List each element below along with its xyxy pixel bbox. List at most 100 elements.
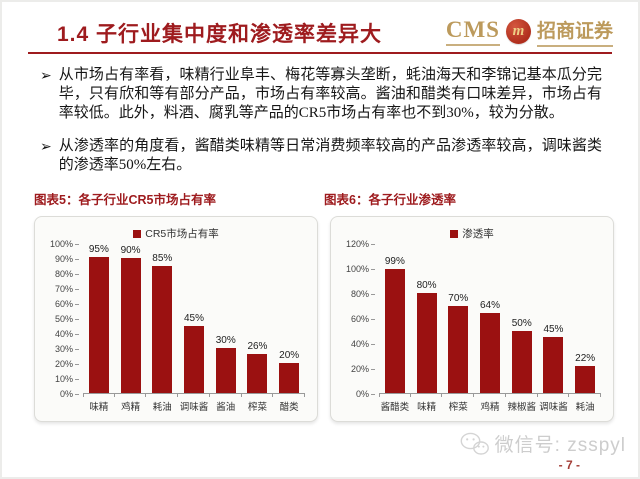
y-tick-label: 10%: [54, 374, 73, 384]
y-axis-tick: 60%: [55, 299, 79, 309]
y-tick-mark: [371, 293, 375, 295]
cms-logo: CMS m 招商证券: [445, 16, 613, 47]
bars-area: 99% 80% 70% 64% 50% 45% 22%: [379, 244, 601, 397]
bar: 50%: [506, 244, 538, 397]
y-axis: 120% 100% 80% 60% 40% 20% 0%: [341, 239, 375, 399]
bar-value-label: 30%: [215, 335, 236, 346]
bullet-item: ➢ 从市场占有率看，味精行业阜丰、梅花等寡头垄断，蚝油海天和李锦记基本瓜分完毕，…: [40, 66, 602, 123]
bar: 20%: [273, 244, 305, 397]
y-tick-label: 70%: [54, 284, 73, 294]
y-tick-label: 90%: [54, 254, 73, 264]
bar: 30%: [210, 244, 242, 397]
bar: 26%: [242, 244, 274, 397]
bar-rect: [575, 365, 596, 393]
bullet-item: ➢ 从渗透率的角度看，酱醋类味精等日常消费频率较高的产品渗透率较高，调味酱类的渗…: [40, 137, 602, 175]
watermark-text: 微信号: zsspyl: [494, 435, 626, 456]
y-tick-label: 80%: [54, 269, 73, 279]
bar-rect: [543, 336, 564, 393]
y-tick-mark: [75, 318, 79, 320]
y-tick-mark: [75, 288, 79, 290]
bars-area: 95% 90% 85% 45% 30% 26% 20%: [83, 244, 305, 397]
bar: 70%: [442, 244, 474, 397]
y-tick-mark: [75, 378, 79, 380]
chart-cr5-market-share: CR5市场占有率 100% 90% 80% 70% 60% 50% 40% 30% 20% 10%…: [34, 216, 318, 422]
bar: 45%: [178, 244, 210, 397]
header: 1.4 子行业集中度和渗透率差异大 CMS m 招商证券: [2, 16, 638, 50]
bar: 85%: [146, 244, 178, 397]
y-axis-tick: 20%: [351, 364, 375, 374]
bar-value-label: 22%: [575, 352, 596, 364]
bar: 95%: [83, 244, 115, 397]
x-axis-label: 耗油: [575, 402, 595, 413]
x-axis-label: 味精: [417, 402, 437, 413]
bar-value-label: 45%: [184, 312, 205, 324]
y-axis-tick: 40%: [351, 339, 375, 349]
bar-value-label: 64%: [480, 300, 501, 311]
wechat-watermark: 微信号: zsspyl: [459, 430, 626, 457]
bar: 22%: [569, 244, 601, 397]
y-tick-mark: [75, 393, 79, 395]
x-axis-label: 调味酱: [539, 402, 568, 413]
y-axis-tick: 20%: [55, 359, 79, 369]
x-axis-labels: 味精 鸡精 耗油 调味酱 酱油 榨菜 醋类: [83, 399, 305, 413]
bar-value-label: 20%: [279, 350, 300, 361]
x-axis-labels: 酱醋类 味精 榨菜 鸡精 辣椒酱 调味酱 耗油: [379, 399, 601, 413]
cms-monogram: m: [512, 23, 525, 39]
y-tick-mark: [75, 333, 79, 335]
y-axis-tick: 100%: [346, 264, 375, 274]
x-axis-label: 鸡精: [121, 402, 141, 413]
y-axis: 100% 90% 80% 70% 60% 50% 40% 30% 20% 10% 0%: [45, 239, 79, 399]
x-axis-label: 调味酱: [179, 402, 209, 413]
x-axis-label: 辣椒酱: [507, 402, 536, 413]
chart-penetration-rate: 渗透率 120% 100% 80% 60% 40% 20% 0% 99% 80% 70% 64% 5…: [330, 216, 614, 422]
chart-caption-penetration: 图表6：各子行业渗透率: [324, 193, 456, 207]
y-axis-tick: 0%: [60, 389, 79, 399]
bar-value-label: 85%: [152, 252, 173, 264]
y-tick-label: 80%: [350, 289, 369, 299]
charts-row: CR5市场占有率 100% 90% 80% 70% 60% 50% 40% 30% 20% 10%…: [34, 216, 614, 422]
x-axis-label: 鸡精: [480, 402, 500, 413]
y-tick-label: 50%: [54, 314, 73, 324]
y-tick-mark: [75, 273, 79, 275]
x-axis-label: 耗油: [152, 402, 172, 413]
bar-value-label: 70%: [448, 292, 469, 304]
x-axis-label: 榨菜: [247, 402, 267, 413]
bar-rect: [184, 325, 205, 393]
page-title: 1.4 子行业集中度和渗透率差异大: [57, 23, 383, 46]
bar-rect: [215, 348, 236, 393]
bar-rect: [448, 305, 469, 393]
x-axis-label: 味精: [89, 402, 109, 413]
chart-captions: 图表5：各子行业CR5市场占有率 图表6：各子行业渗透率: [34, 189, 614, 208]
y-axis-tick: 0%: [356, 389, 375, 399]
bar-rect: [88, 257, 109, 393]
page-number: - 7 -: [558, 458, 580, 472]
chart-legend: 渗透率: [331, 226, 613, 241]
y-axis-tick: 40%: [55, 329, 79, 339]
bar-rect: [416, 293, 437, 393]
y-tick-label: 120%: [345, 239, 369, 249]
bullet-list: ➢ 从市场占有率看，味精行业阜丰、梅花等寡头垄断，蚝油海天和李锦记基本瓜分完毕，…: [40, 66, 602, 175]
y-tick-mark: [75, 258, 79, 260]
plot-area: 120% 100% 80% 60% 40% 20% 0% 99% 80% 70% 64% 50% 45…: [341, 239, 601, 422]
y-tick-label: 0%: [355, 389, 369, 399]
bar-value-label: 50%: [511, 317, 532, 329]
bar: 80%: [411, 244, 443, 397]
bar-value-label: 90%: [120, 245, 141, 256]
cms-logo-icon: m: [505, 19, 531, 44]
bar: 45%: [538, 244, 570, 397]
legend-label: CR5市场占有率: [145, 228, 219, 240]
y-tick-label: 0%: [59, 389, 73, 399]
y-axis-tick: 100%: [50, 239, 79, 249]
y-axis-tick: 10%: [55, 374, 79, 384]
y-tick-mark: [75, 348, 79, 350]
y-axis-tick: 60%: [351, 314, 375, 324]
y-tick-mark: [371, 243, 375, 245]
y-axis-tick: 30%: [55, 344, 79, 354]
bullet-marker: ➢: [40, 138, 52, 154]
bar-value-label: 45%: [543, 323, 564, 335]
y-tick-mark: [371, 268, 375, 270]
y-axis-tick: 70%: [55, 284, 79, 294]
y-axis-tick: 50%: [55, 314, 79, 324]
y-tick-mark: [75, 303, 79, 305]
